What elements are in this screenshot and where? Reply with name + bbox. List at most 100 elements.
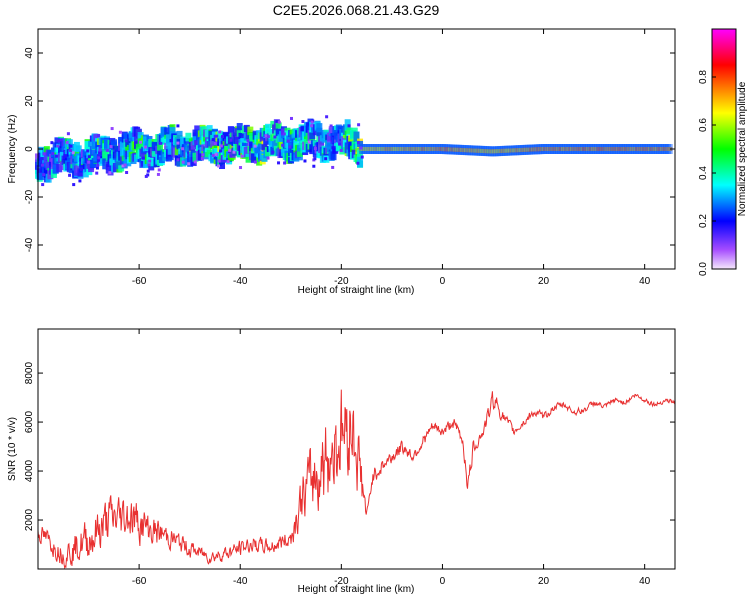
heatmap-cell: [124, 139, 128, 143]
heatmap-cell: [247, 126, 254, 137]
heatmap-cell: [58, 145, 65, 153]
heatmap-cell: [257, 143, 264, 150]
heatmap-cell: [42, 162, 49, 171]
heatmap-cell: [347, 124, 351, 128]
heatmap-cell: [348, 137, 355, 144]
heatmap-cell: [280, 128, 287, 136]
heatmap-cell: [217, 164, 221, 168]
heatmap-cell: [217, 159, 221, 163]
heatmap-cell: [42, 173, 46, 177]
heatmap-cell: [239, 166, 243, 170]
heatmap-cell: [313, 157, 317, 161]
heatmap-cell: [86, 149, 93, 159]
heatmap-cell: [253, 160, 257, 164]
heatmap-cell: [95, 171, 99, 175]
heatmap-cell: [356, 141, 360, 145]
heatmap-cell: [142, 136, 149, 147]
heatmap-cell: [250, 153, 257, 163]
heatmap-cell: [174, 147, 181, 156]
heatmap-cell: [69, 149, 73, 153]
heatmap-cell: [275, 128, 282, 137]
heatmap-cell: [148, 138, 155, 149]
heatmap-cell: [357, 123, 361, 127]
heatmap-cell: [214, 152, 218, 156]
heatmap-cell: [310, 120, 314, 124]
heatmap-cell: [246, 138, 250, 142]
heatmap-cell: [326, 142, 333, 153]
figure-title: C2E5.2026.068.21.43.G29: [273, 2, 440, 18]
heatmap-cell: [42, 152, 46, 156]
heatmap-cell: [331, 146, 335, 150]
heatmap-cell: [108, 171, 112, 175]
heatmap-cell: [332, 143, 339, 152]
heatmap-cell: [193, 160, 197, 164]
snr-x-axis: -60 -40 -20 0 20 40: [132, 329, 651, 587]
heatmap-cell: [180, 136, 187, 147]
colorbar-ticks: 0.0 0.2 0.4 0.6 0.8: [698, 70, 716, 276]
heatmap-cell: [160, 127, 167, 138]
heatmap-cell: [261, 144, 268, 151]
heatmap-cell: [286, 135, 293, 143]
heatmap-cell: [118, 137, 125, 145]
heatmap-cell: [50, 169, 57, 179]
heatmap-cell: [167, 143, 174, 155]
y-tick-label: 40: [24, 47, 35, 59]
heatmap-cell: [296, 145, 303, 152]
heatmap-cell: [243, 124, 250, 133]
heatmap-cell: [200, 157, 204, 161]
heatmap-cell: [324, 157, 328, 161]
heatmap-cell: [316, 123, 323, 133]
heatmap-cell: [109, 145, 113, 149]
heatmap-cell: [215, 134, 219, 138]
heatmap-cell: [197, 149, 204, 161]
heatmap-cell: [266, 135, 270, 139]
heatmap-cell: [47, 149, 54, 157]
heatmap-cell: [102, 150, 109, 161]
heatmap-cell: [157, 150, 164, 160]
heatmap-cell: [123, 132, 130, 143]
x-tick-label: 20: [538, 276, 550, 287]
heatmap-cell: [82, 169, 89, 178]
heatmap-cell: [158, 141, 162, 145]
heatmap-cell: [97, 134, 101, 138]
heatmap-cell: [77, 169, 84, 177]
heatmap-cell: [165, 134, 172, 144]
heatmap-cell: [283, 161, 287, 165]
heatmap-cell: [232, 150, 236, 154]
heatmap-cell: [66, 156, 73, 166]
heatmap-cell: [95, 166, 99, 170]
heatmap-cell: [137, 132, 144, 139]
heatmap-cell: [219, 159, 226, 170]
heatmap-cell: [309, 132, 316, 140]
x-tick-label: -40: [233, 276, 248, 287]
heatmap-cell: [236, 123, 243, 131]
heatmap-cell: [351, 149, 358, 159]
heatmap-cell: [97, 156, 101, 160]
heatmap-cell: [104, 138, 111, 149]
heatmap-cell: [344, 142, 351, 154]
x-tick-label: -40: [233, 576, 248, 587]
heatmap-cell: [50, 141, 54, 145]
heatmap-cell: [139, 140, 143, 144]
heatmap-cell: [181, 160, 185, 164]
heatmap-cell: [249, 141, 256, 152]
heatmap-cell: [249, 133, 256, 142]
spectrogram-x-axis: -60 -40 -20 0 20 40: [132, 29, 651, 287]
heatmap-cell: [261, 154, 268, 162]
heatmap-cell: [65, 141, 69, 145]
x-tick-label: 40: [639, 576, 651, 587]
heatmap-cell: [187, 162, 191, 166]
heatmap-cell: [291, 133, 298, 143]
heatmap-cell: [72, 183, 76, 187]
x-tick-label: -20: [334, 276, 349, 287]
heatmap-cell: [226, 150, 233, 159]
heatmap-cell: [86, 149, 90, 153]
heatmap-cell: [219, 149, 223, 153]
heatmap-cell: [353, 131, 360, 142]
heatmap-cell: [335, 142, 342, 152]
heatmap-cell: [357, 156, 364, 168]
heatmap-cell: [300, 125, 307, 133]
heatmap-cell: [98, 158, 105, 166]
snr-frame: [37, 328, 676, 570]
heatmap-cell: [282, 132, 286, 136]
